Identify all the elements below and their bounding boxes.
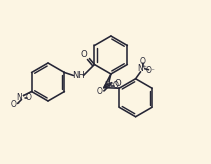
Text: N⁺: N⁺ [104,82,114,91]
Text: O⁻: O⁻ [11,100,20,109]
Text: N⁺: N⁺ [17,93,27,102]
Text: N⁺: N⁺ [138,64,147,73]
Text: O⁻: O⁻ [146,66,156,75]
Text: O: O [113,82,119,91]
Text: O: O [26,93,31,102]
Text: NH: NH [72,71,85,80]
Text: O: O [114,79,121,88]
Text: O: O [140,57,146,66]
Text: O⁻: O⁻ [97,88,107,96]
Text: O: O [80,50,87,59]
